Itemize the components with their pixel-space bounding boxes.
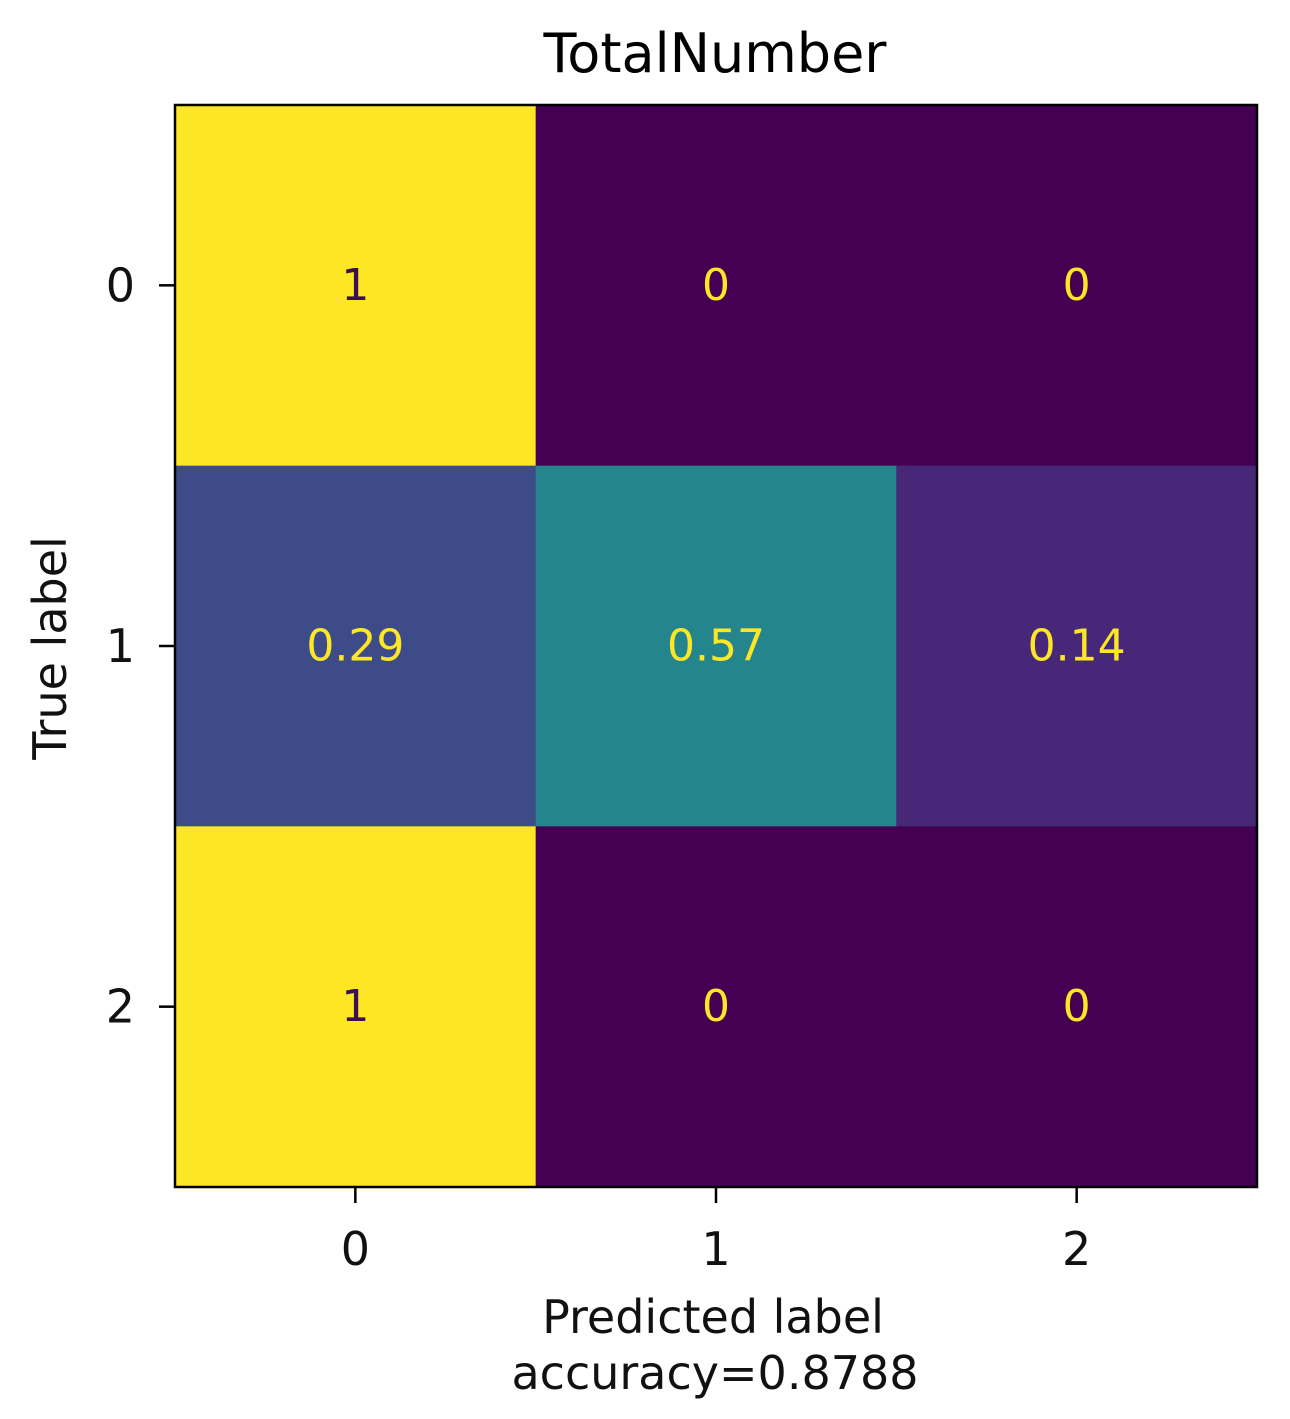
heatmap-cell-r2-c0 xyxy=(175,826,537,1188)
y-tick-label-2: 2 xyxy=(106,980,135,1034)
heatmap-cell-r2-c1 xyxy=(535,826,897,1188)
accuracy-caption: accuracy=0.8788 xyxy=(511,1346,918,1400)
y-tick-label-1: 1 xyxy=(106,619,135,673)
heatmap-cell-label-r0-c1: 0 xyxy=(702,260,730,311)
heatmap-cell-r0-c1 xyxy=(535,105,897,467)
chart-title: TotalNumber xyxy=(542,22,887,85)
heatmap-cell-label-r1-c1: 0.57 xyxy=(667,621,765,672)
x-tick-label-2: 2 xyxy=(1062,1222,1091,1276)
x-axis-label: Predicted label xyxy=(542,1290,884,1344)
heatmap-cell-r1-c2 xyxy=(896,465,1258,827)
heatmap-cell-label-r1-c2: 0.14 xyxy=(1028,621,1126,672)
x-axis-ticks: 0 1 2 xyxy=(341,1187,1091,1276)
x-tick-label-0: 0 xyxy=(341,1222,370,1276)
heatmap-cell-r2-c2 xyxy=(896,826,1258,1188)
heatmap-cell-r1-c1 xyxy=(535,465,897,827)
heatmap-cell-r1-c0 xyxy=(175,465,537,827)
heatmap-cell-label-r0-c0: 1 xyxy=(341,260,369,311)
x-tick-label-1: 1 xyxy=(701,1222,730,1276)
heatmap-cells xyxy=(175,105,1258,1188)
heatmap-cell-r0-c2 xyxy=(896,105,1258,467)
heatmap-cell-labels: 1 0 0 0.29 0.57 0.14 1 0 0 xyxy=(306,260,1125,1032)
y-axis-label: True label xyxy=(23,536,77,761)
heatmap-cell-label-r2-c1: 0 xyxy=(702,981,730,1032)
heatmap-cell-label-r2-c0: 1 xyxy=(341,981,369,1032)
y-axis-ticks: 0 1 2 xyxy=(106,258,175,1034)
heatmap-cell-r0-c0 xyxy=(175,105,537,467)
heatmap-cell-label-r2-c2: 0 xyxy=(1063,981,1091,1032)
heatmap-cell-label-r0-c2: 0 xyxy=(1063,260,1091,311)
heatmap-cell-label-r1-c0: 0.29 xyxy=(306,621,404,672)
y-tick-label-0: 0 xyxy=(106,258,135,312)
